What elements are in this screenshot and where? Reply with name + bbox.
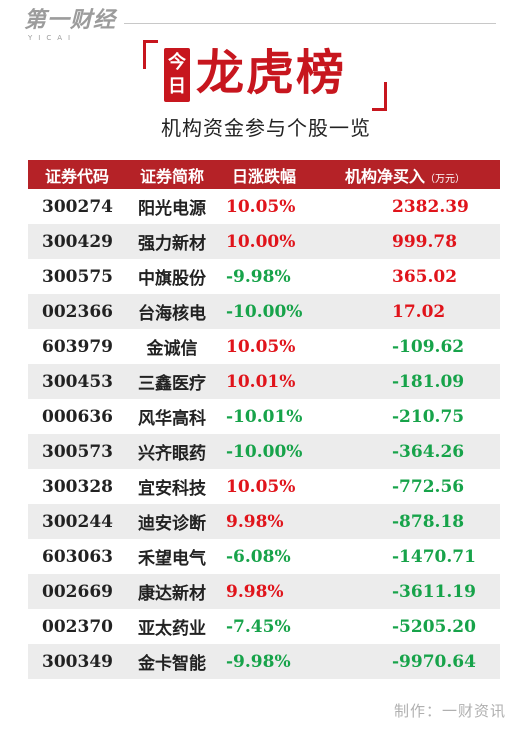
cell-net-buy: -364.26 <box>392 441 465 462</box>
institution-table: 证券代码 证券简称 日涨跌幅 机构净买入（万元） 300274 阳光电源 10.05… <box>28 160 500 679</box>
table-body: 300274 阳光电源 10.05% 2382.39 300429 强力新材 10.00%… <box>28 189 500 679</box>
header-net-label: 机构净买入 <box>344 166 425 186</box>
cell-name: 阳光电源 <box>138 199 206 219</box>
cell-code: 300244 <box>42 511 113 532</box>
cell-change: -9.98% <box>226 651 291 672</box>
badge-char-1: 今 <box>168 52 186 73</box>
table-row: 002366 台海核电 -10.00% 17.02 <box>28 294 500 329</box>
cell-net-buy: 999.78 <box>392 231 458 252</box>
right-bracket-decoration <box>372 82 387 111</box>
title-block: 今 日 龙虎榜 <box>0 34 520 111</box>
cell-code: 300453 <box>42 371 113 392</box>
cell-name: 台海核电 <box>138 304 206 324</box>
table-row: 002370 亚太药业 -7.45% -5205.20 <box>28 609 500 644</box>
cell-code: 300274 <box>42 196 113 217</box>
top-divider <box>124 23 496 24</box>
cell-net-buy: -1470.71 <box>392 546 476 567</box>
cell-change: -6.08% <box>226 546 291 567</box>
table-header: 证券代码 证券简称 日涨跌幅 机构净买入（万元） <box>28 160 500 189</box>
cell-code: 300573 <box>42 441 113 462</box>
header-net-unit: （万元） <box>425 173 465 185</box>
cell-code: 002370 <box>42 616 113 637</box>
cell-name: 兴齐眼药 <box>138 444 206 464</box>
cell-name: 中旗股份 <box>138 269 206 289</box>
table-row: 300453 三鑫医疗 10.01% -181.09 <box>28 364 500 399</box>
table-row: 300274 阳光电源 10.05% 2382.39 <box>28 189 500 224</box>
table-row: 300244 迪安诊断 9.98% -878.18 <box>28 504 500 539</box>
cell-net-buy: 365.02 <box>392 266 458 287</box>
cell-code: 000636 <box>42 406 113 427</box>
cell-change: -10.01% <box>226 406 303 427</box>
cell-code: 300349 <box>42 651 113 672</box>
table-row: 300429 强力新材 10.00% 999.78 <box>28 224 500 259</box>
cell-net-buy: 17.02 <box>392 301 446 322</box>
cell-code: 603063 <box>42 546 113 567</box>
cell-code: 002366 <box>42 301 113 322</box>
cell-net-buy: 2382.39 <box>392 196 469 217</box>
cell-change: 10.05% <box>226 476 296 497</box>
cell-name: 迪安诊断 <box>138 514 206 534</box>
cell-code: 300575 <box>42 266 113 287</box>
page-title: 龙虎榜 <box>196 45 347 101</box>
table-row: 300573 兴齐眼药 -10.00% -364.26 <box>28 434 500 469</box>
cell-change: 10.05% <box>226 196 296 217</box>
table-row: 300328 宜安科技 10.05% -772.56 <box>28 469 500 504</box>
cell-net-buy: -878.18 <box>392 511 465 532</box>
header-change: 日涨跌幅 <box>231 166 296 186</box>
cell-change: 9.98% <box>226 581 284 602</box>
cell-net-buy: -109.62 <box>392 336 465 357</box>
left-bracket-decoration <box>143 40 158 69</box>
table-row: 603979 金诚信 10.05% -109.62 <box>28 329 500 364</box>
cell-code: 300429 <box>42 231 113 252</box>
table-row: 300349 金卡智能 -9.98% -9970.64 <box>28 644 500 679</box>
cell-change: 10.05% <box>226 336 296 357</box>
header-code: 证券代码 <box>44 166 109 186</box>
cell-name: 禾望电气 <box>138 549 206 569</box>
cell-name: 亚太药业 <box>138 619 206 639</box>
cell-change: -7.45% <box>226 616 291 637</box>
cell-change: 10.01% <box>226 371 296 392</box>
header-net-buy: 机构净买入（万元） <box>310 163 500 187</box>
logo-subtext: YICAI <box>28 34 77 42</box>
table-row: 603063 禾望电气 -6.08% -1470.71 <box>28 539 500 574</box>
today-badge: 今 日 <box>164 48 190 102</box>
cell-name: 宜安科技 <box>138 479 206 499</box>
table-row: 300575 中旗股份 -9.98% 365.02 <box>28 259 500 294</box>
cell-code: 603979 <box>42 336 113 357</box>
yicai-logo: 第一财经 YICAI <box>24 8 124 48</box>
cell-net-buy: -3611.19 <box>392 581 476 602</box>
logo-text: 第一财经 <box>24 8 117 33</box>
source-credit: 制作：一财资讯 <box>393 702 506 720</box>
header-name: 证券简称 <box>139 166 204 186</box>
cell-name: 风华高科 <box>138 409 206 429</box>
cell-change: -9.98% <box>226 266 291 287</box>
cell-change: -10.00% <box>226 301 303 322</box>
cell-net-buy: -9970.64 <box>392 651 476 672</box>
badge-char-2: 日 <box>168 76 186 97</box>
cell-code: 002669 <box>42 581 113 602</box>
table-row: 000636 风华高科 -10.01% -210.75 <box>28 399 500 434</box>
cell-name: 三鑫医疗 <box>138 374 206 394</box>
cell-name: 金诚信 <box>146 339 198 359</box>
cell-name: 金卡智能 <box>138 654 206 674</box>
page-subtitle: 机构资金参与个股一览 <box>161 116 371 140</box>
cell-change: 10.00% <box>226 231 296 252</box>
cell-net-buy: -772.56 <box>392 476 465 497</box>
cell-change: -10.00% <box>226 441 303 462</box>
cell-name: 强力新材 <box>138 234 206 254</box>
table-row: 002669 康达新材 9.98% -3611.19 <box>28 574 500 609</box>
cell-net-buy: -5205.20 <box>392 616 476 637</box>
cell-net-buy: -181.09 <box>392 371 465 392</box>
cell-code: 300328 <box>42 476 113 497</box>
cell-name: 康达新材 <box>138 584 206 604</box>
cell-change: 9.98% <box>226 511 284 532</box>
cell-net-buy: -210.75 <box>392 406 465 427</box>
